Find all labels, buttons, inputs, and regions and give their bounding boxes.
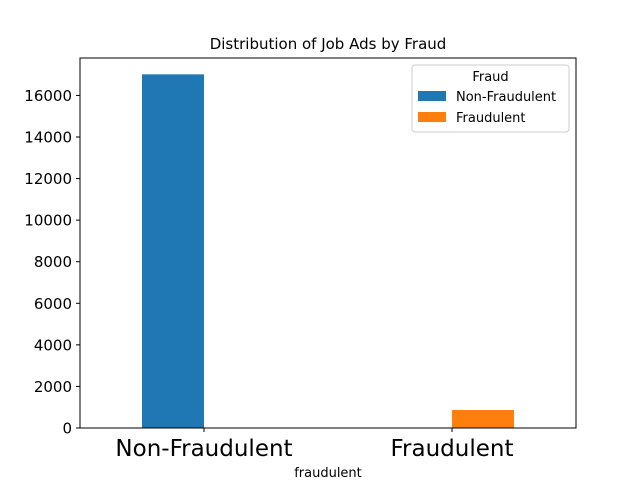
y-tick-label: 14000: [24, 128, 72, 146]
chart-title: Distribution of Job Ads by Fraud: [210, 35, 447, 53]
bar-fraudulent-fraudulent: [452, 409, 514, 428]
legend-title: Fraud: [472, 70, 508, 85]
y-tick-label: 4000: [34, 336, 72, 354]
plot-area: 0 2000 4000 6000 8000 10000 12000 14000 16000 Non…: [24, 74, 514, 462]
x-axis-label: fraudulent: [294, 466, 362, 480]
y-tick-label: 16000: [24, 87, 72, 105]
y-tick-label: 10000: [24, 212, 72, 230]
legend-label: Non-Fraudulent: [456, 90, 556, 105]
y-tick-label: 12000: [24, 170, 72, 188]
legend-swatch: [418, 91, 446, 101]
y-tick-label: 6000: [34, 295, 72, 313]
legend: Fraud Non-Fraudulent Fraudulent: [411, 64, 570, 133]
plot-frame: [79, 57, 577, 429]
x-tick-label: Non-Fraudulent: [115, 436, 292, 462]
legend-label: Fraudulent: [456, 111, 526, 126]
y-tick-label: 2000: [34, 378, 72, 396]
x-tick-label: Fraudulent: [391, 436, 514, 462]
legend-swatch: [418, 112, 446, 122]
y-tick-label: 8000: [34, 253, 72, 271]
y-tick-label: 0: [62, 420, 72, 438]
legend-box: [411, 64, 570, 133]
bar-non-fraudulent-non-fraudulent: [142, 74, 204, 429]
